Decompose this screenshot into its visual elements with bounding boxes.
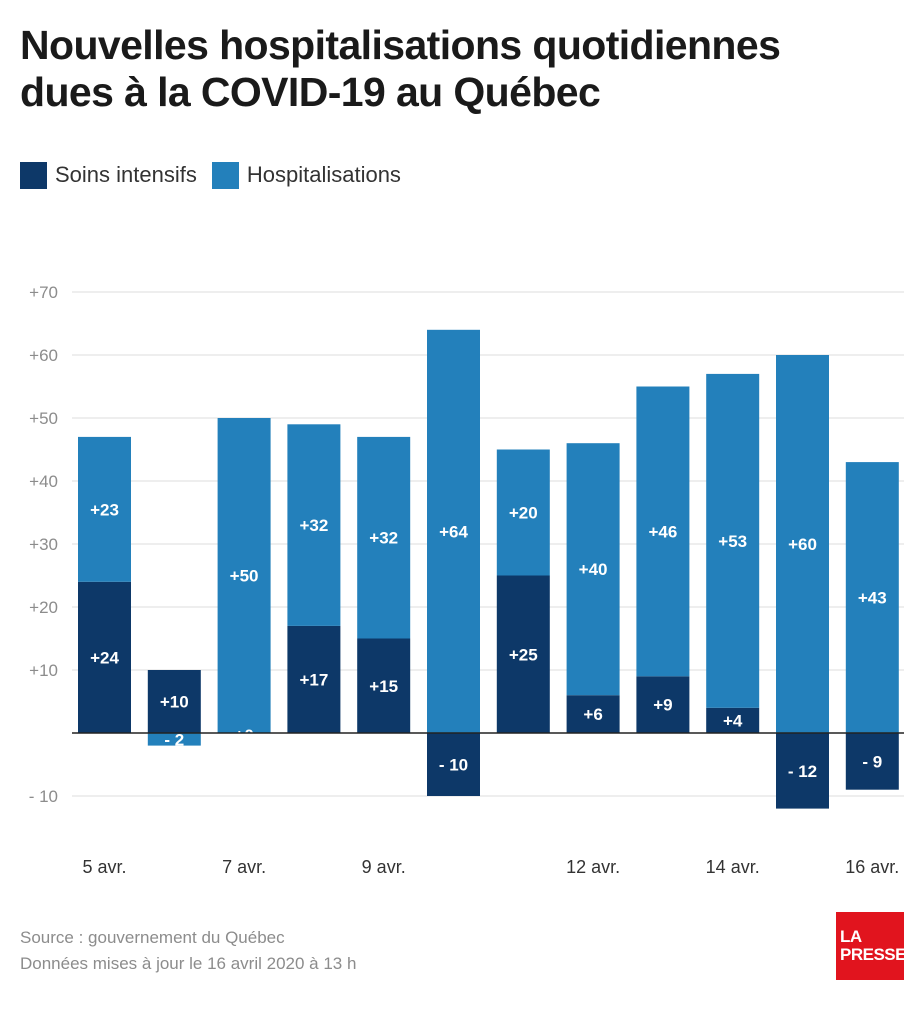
label-hospitalisations: +53 <box>718 532 747 551</box>
bar-soins-intensifs <box>706 707 760 733</box>
bar-hospitalisations <box>845 462 899 733</box>
bar-hospitalisations <box>357 436 411 639</box>
bar-soins-intensifs <box>496 575 550 733</box>
x-tick-label: 12 avr. <box>566 857 620 877</box>
legend-item-hospitalisations: Hospitalisations <box>211 161 401 189</box>
legend-label-hospitalisations: Hospitalisations <box>246 162 401 187</box>
label-soins-intensifs: - 12 <box>788 762 817 781</box>
y-tick-label: +30 <box>29 535 58 554</box>
label-soins-intensifs: +4 <box>723 711 743 730</box>
source-text: Source : gouvernement du Québec <box>20 928 285 947</box>
bar-soins-intensifs <box>566 695 620 733</box>
y-tick-label: +70 <box>29 283 58 302</box>
x-tick-label: 5 avr. <box>82 857 126 877</box>
logo-line2: PRESSE <box>840 945 906 964</box>
chart-title-line2: dues à la COVID-19 au Québec <box>20 69 601 115</box>
bar-soins-intensifs <box>147 670 201 733</box>
y-tick-label: +40 <box>29 472 58 491</box>
y-tick-label: +20 <box>29 598 58 617</box>
label-hospitalisations: +32 <box>369 529 398 548</box>
legend-swatch-hospitalisations <box>211 161 239 189</box>
label-soins-intensifs: +10 <box>160 693 189 712</box>
legend-item-soins-intensifs: Soins intensifs <box>20 161 197 189</box>
label-hospitalisations: +60 <box>788 535 817 554</box>
x-tick-label: 16 avr. <box>845 857 899 877</box>
label-hospitalisations: +32 <box>299 516 328 535</box>
bar-soins-intensifs <box>636 676 690 733</box>
bar-soins-intensifs <box>357 638 411 733</box>
bar-hospitalisations <box>566 443 620 696</box>
label-hospitalisations: +46 <box>648 522 677 541</box>
legend-label-soins-intensifs: Soins intensifs <box>55 162 197 187</box>
label-hospitalisations: +50 <box>230 567 259 586</box>
chart-footer: Source : gouvernement du Québec Données … <box>20 925 356 977</box>
y-tick-label: +10 <box>29 661 58 680</box>
bar-chart: - 10 +10 +20 +30 +40 +50 +60 +70 +24 +23 +10 - 2 +50… <box>29 283 904 877</box>
bar-hospitalisations <box>287 424 341 626</box>
label-soins-intensifs: - 10 <box>439 756 468 775</box>
bar-hospitalisations <box>427 329 480 733</box>
x-tick-label: 14 avr. <box>706 857 760 877</box>
label-soins-intensifs: - 9 <box>862 752 882 771</box>
bar-soins-intensifs <box>845 733 899 790</box>
label-hospitalisations: +43 <box>858 589 887 608</box>
label-soins-intensifs: +15 <box>369 677 398 696</box>
chart-title-line1: Nouvelles hospitalisations quotidiennes <box>20 22 781 68</box>
bar-soins-intensifs <box>776 733 829 809</box>
label-soins-intensifs: +6 <box>583 705 602 724</box>
bar-hospitalisations <box>147 733 201 746</box>
bar-hospitalisations <box>78 436 131 582</box>
y-tick-label: +50 <box>29 409 58 428</box>
bar-hospitalisations <box>706 373 760 708</box>
label-soins-intensifs: +24 <box>90 648 119 667</box>
bar-hospitalisations <box>217 418 271 733</box>
la-presse-logo: LA PRESSE <box>836 912 906 980</box>
label-hospitalisations: +64 <box>439 522 468 541</box>
chart-legend: Soins intensifs Hospitalisations <box>20 160 416 190</box>
label-zero: +0 <box>234 726 253 745</box>
y-tick-label: - 10 <box>29 787 58 806</box>
label-hospitalisations: +20 <box>509 504 538 523</box>
bar-soins-intensifs <box>427 733 480 796</box>
label-soins-intensifs: +25 <box>509 645 538 664</box>
logo-line1: LA <box>840 927 862 946</box>
bar-soins-intensifs <box>78 581 131 733</box>
y-tick-label: +60 <box>29 346 58 365</box>
bar-hospitalisations <box>776 355 829 733</box>
label-hospitalisations: - 2 <box>164 730 184 749</box>
legend-swatch-soins-intensifs <box>20 161 47 189</box>
bar-hospitalisations <box>496 449 550 576</box>
update-text: Données mises à jour le 16 avril 2020 à … <box>20 954 357 973</box>
bar-soins-intensifs <box>287 625 341 733</box>
label-soins-intensifs: +9 <box>653 696 672 715</box>
label-hospitalisations: +23 <box>90 500 119 519</box>
x-tick-label: 7 avr. <box>222 857 266 877</box>
x-tick-label: 9 avr. <box>362 857 406 877</box>
label-soins-intensifs: +17 <box>299 670 328 689</box>
label-hospitalisations: +40 <box>579 560 608 579</box>
chart-title: Nouvelles hospitalisations quotidiennes … <box>20 22 900 116</box>
bar-hospitalisations <box>636 386 690 677</box>
